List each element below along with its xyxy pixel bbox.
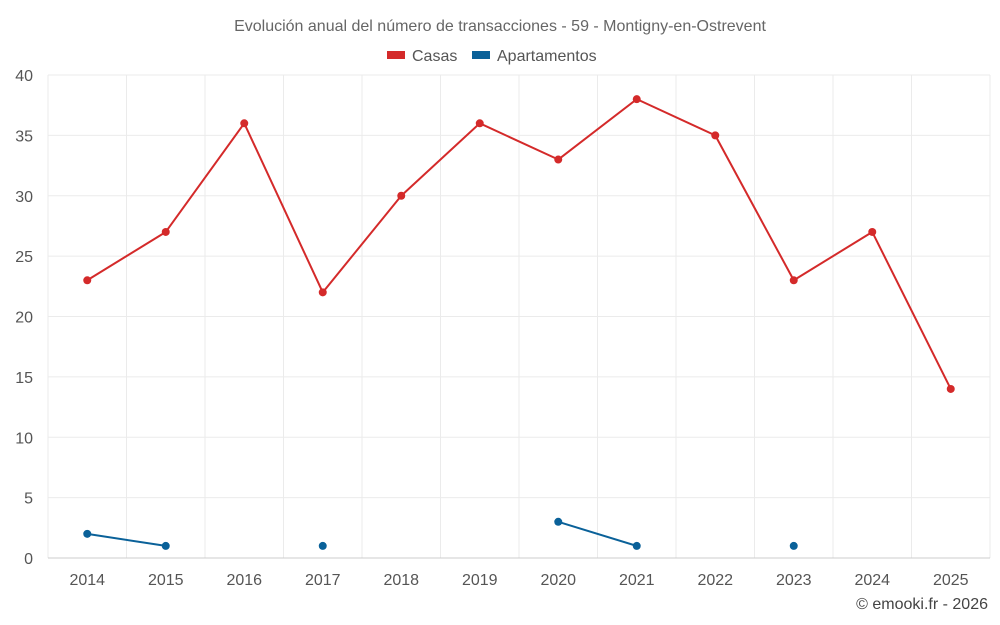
y-tick-label: 25 (15, 249, 33, 266)
y-axis-ticks: 0 5 10 15 20 25 30 35 40 (15, 68, 33, 568)
credit-text: © emooki.fr - 2026 (856, 596, 988, 613)
data-point-apartamentos[interactable] (161, 541, 170, 550)
x-tick-label: 2022 (697, 572, 733, 589)
legend-swatch-apartamentos (472, 51, 490, 59)
x-tick-label: 2019 (462, 572, 498, 589)
y-tick-label: 5 (24, 491, 33, 508)
series-layer (83, 95, 955, 550)
y-tick-label: 20 (15, 310, 33, 327)
chart-title: Evolución anual del número de transaccio… (234, 18, 766, 35)
x-tick-label: 2014 (69, 572, 105, 589)
data-point-casas[interactable] (554, 155, 563, 164)
y-tick-label: 15 (15, 370, 33, 387)
series-line-apartamentos (87, 532, 166, 547)
series-apartamentos (83, 517, 798, 550)
legend-swatch-casas (387, 51, 405, 59)
series-line-apartamentos (557, 520, 638, 547)
data-point-casas[interactable] (789, 276, 798, 285)
y-tick-label: 10 (15, 430, 33, 447)
x-axis-ticks: 2014 2015 2016 2017 2018 2019 2020 2021 2022 2023… (69, 572, 968, 589)
x-tick-label: 2017 (305, 572, 341, 589)
data-point-apartamentos[interactable] (554, 517, 563, 526)
y-tick-label: 40 (15, 68, 33, 85)
series-line-casas (86, 98, 952, 390)
data-point-casas[interactable] (397, 191, 406, 200)
x-tick-label: 2020 (540, 572, 576, 589)
data-point-casas[interactable] (868, 227, 877, 236)
x-tick-label: 2018 (383, 572, 419, 589)
legend: Casas Apartamentos (387, 48, 597, 65)
y-tick-label: 0 (24, 551, 33, 568)
series-casas (83, 95, 955, 393)
grid (47, 74, 991, 559)
y-tick-label: 30 (15, 189, 33, 206)
data-point-casas[interactable] (83, 276, 92, 285)
data-point-casas[interactable] (632, 95, 641, 104)
data-point-apartamentos[interactable] (83, 529, 92, 538)
data-point-casas[interactable] (946, 384, 955, 393)
data-point-casas[interactable] (475, 119, 484, 128)
legend-label-casas[interactable]: Casas (412, 48, 457, 65)
data-point-casas[interactable] (161, 227, 170, 236)
x-tick-label: 2021 (619, 572, 655, 589)
data-point-apartamentos[interactable] (789, 541, 798, 550)
x-tick-label: 2015 (148, 572, 184, 589)
x-tick-label: 2025 (933, 572, 969, 589)
x-tick-label: 2023 (776, 572, 812, 589)
data-point-casas[interactable] (318, 288, 327, 297)
data-point-apartamentos[interactable] (632, 541, 641, 550)
legend-label-apartamentos[interactable]: Apartamentos (497, 48, 597, 65)
data-point-apartamentos[interactable] (318, 541, 327, 550)
data-point-casas[interactable] (240, 119, 249, 128)
data-point-casas[interactable] (711, 131, 720, 140)
x-tick-label: 2016 (226, 572, 262, 589)
x-tick-label: 2024 (854, 572, 890, 589)
y-tick-label: 35 (15, 128, 33, 145)
